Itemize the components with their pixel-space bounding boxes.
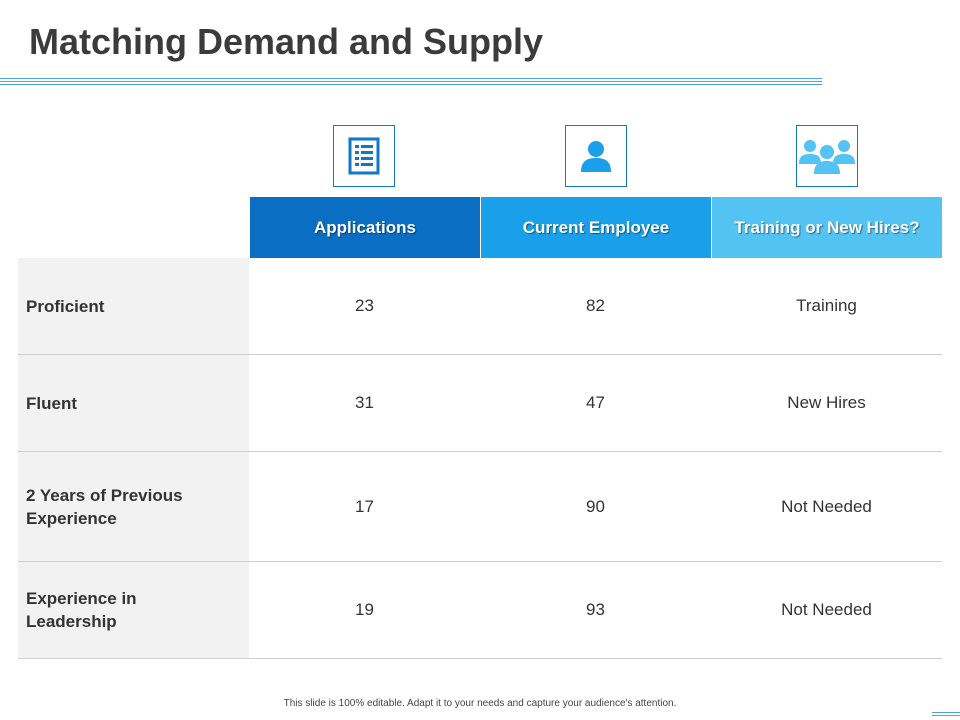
title-divider xyxy=(0,84,822,85)
row-label: Fluent xyxy=(18,355,249,451)
title-divider xyxy=(0,78,822,79)
list-document-icon xyxy=(333,125,395,187)
decision-value: Not Needed xyxy=(781,600,872,619)
current-employee-value: 90 xyxy=(586,496,605,516)
row-label: Experience in Leadership xyxy=(18,562,249,658)
table-row: 2 Years of Previous Experience 17 90 Not… xyxy=(18,452,942,562)
row-label: 2 Years of Previous Experience xyxy=(18,452,249,561)
title-divider xyxy=(0,81,822,82)
page-title: Matching Demand and Supply xyxy=(29,21,544,62)
row-label: Proficient xyxy=(18,258,249,354)
table-row: Proficient 23 82 Training xyxy=(18,258,942,355)
applications-value: 17 xyxy=(355,496,374,516)
demand-supply-table: Applications Current Employee Training o… xyxy=(18,197,942,659)
header-training-or-new-hires: Training or New Hires? xyxy=(711,197,942,258)
table-header: Applications Current Employee Training o… xyxy=(18,197,942,258)
current-employee-value: 47 xyxy=(586,393,605,412)
corner-divider xyxy=(932,715,960,716)
group-icon xyxy=(796,125,858,187)
header-applications: Applications xyxy=(249,197,480,258)
current-employee-value: 93 xyxy=(586,600,605,619)
applications-value: 31 xyxy=(355,393,374,412)
decision-value: Training xyxy=(796,296,857,315)
table-row: Experience in Leadership 19 93 Not Neede… xyxy=(18,562,942,659)
corner-divider xyxy=(932,712,960,713)
table-row: Fluent 31 47 New Hires xyxy=(18,355,942,452)
footer-note: This slide is 100% editable. Adapt it to… xyxy=(283,698,677,709)
applications-value: 23 xyxy=(355,296,374,315)
current-employee-value: 82 xyxy=(586,296,605,315)
person-icon xyxy=(565,125,627,187)
decision-value: Not Needed xyxy=(781,496,872,516)
header-current-employee: Current Employee xyxy=(480,197,711,258)
decision-value: New Hires xyxy=(787,393,866,412)
applications-value: 19 xyxy=(355,600,374,619)
